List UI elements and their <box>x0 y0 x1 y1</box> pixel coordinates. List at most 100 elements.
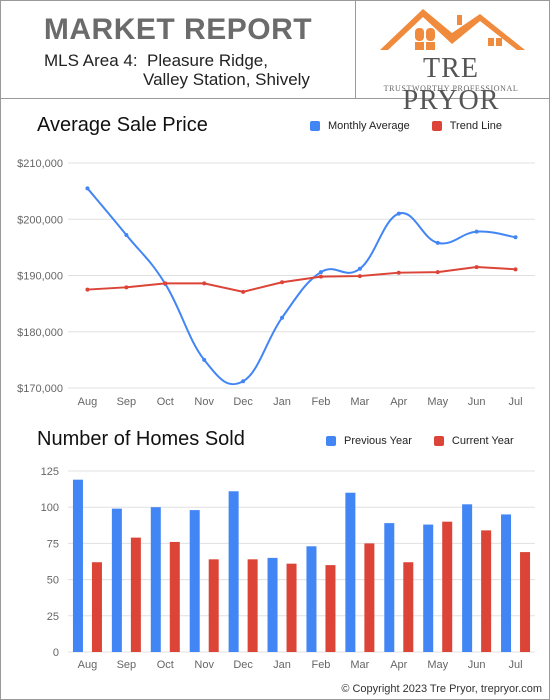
series-line-trend <box>87 266 516 293</box>
legend-item-current-year: Current Year <box>433 435 514 447</box>
x-tick-label: Sep <box>117 396 137 408</box>
x-tick-label: Feb <box>311 659 330 671</box>
data-point <box>280 280 285 285</box>
legend-swatch <box>310 121 320 131</box>
brand-name: TRE PRYOR <box>402 53 500 116</box>
x-tick-label: May <box>427 659 448 671</box>
bar-previous-year <box>150 507 161 652</box>
data-point <box>202 357 207 362</box>
x-tick-label: Nov <box>194 659 214 671</box>
sold-chart-legend: Previous Year Current Year <box>326 435 514 447</box>
data-point <box>435 270 440 275</box>
x-tick-label: Jul <box>509 659 523 671</box>
price-line-chart: $170,000 $180,000 $190,000 $200,000 $210,000… <box>17 158 535 408</box>
x-tick-label: Mar <box>350 396 369 408</box>
data-point <box>202 281 207 286</box>
legend-swatch <box>433 436 444 446</box>
y-tick-label: 0 <box>53 647 59 659</box>
legend-item-previous-year: Previous Year <box>326 435 412 447</box>
data-point <box>357 274 362 279</box>
data-point <box>85 186 90 191</box>
report-header: MARKET REPORT MLS Area 4: Pleasure Ridge… <box>1 1 549 116</box>
x-tick-label: Jan <box>273 659 291 671</box>
x-tick-label: Jun <box>468 396 486 408</box>
bar-current-year <box>208 559 219 652</box>
legend-item-trend-line: Trend Line <box>431 120 502 132</box>
legend-swatch <box>431 121 442 131</box>
bar-current-year <box>364 543 375 652</box>
price-chart-legend: Monthly Average Trend Line <box>310 120 502 132</box>
legend-label: Previous Year <box>344 435 412 447</box>
area-line-1: MLS Area 4: Pleasure Ridge, <box>44 51 268 70</box>
x-tick-label: Feb <box>311 396 330 408</box>
area-line-2: Valley Station, Shively <box>143 70 310 89</box>
data-point <box>241 289 246 294</box>
data-point <box>357 266 362 271</box>
x-tick-label: Sep <box>117 659 137 671</box>
x-tick-label: Nov <box>194 396 214 408</box>
y-tick-label: 50 <box>47 575 59 587</box>
data-point <box>124 233 129 237</box>
data-point <box>318 270 323 275</box>
y-tick-label: $170,000 <box>17 383 63 395</box>
house-roof-logo <box>380 9 525 50</box>
price-chart-title: Average Sale Price <box>37 114 208 136</box>
data-point <box>163 281 168 286</box>
x-tick-label: Apr <box>390 659 407 671</box>
brand-tagline: TRUSTWORTHY PROFESSIONAL <box>383 84 519 93</box>
homes-sold-bar-chart: 0 25 50 75 100 125 Aug Sep Oct Nov Dec Jan Feb Mar Apr… <box>41 466 535 671</box>
x-tick-label: Jan <box>273 396 291 408</box>
data-point <box>474 229 479 234</box>
x-tick-label: Aug <box>78 396 98 408</box>
report-title: MARKET REPORT <box>43 13 313 46</box>
bar-previous-year <box>384 523 395 652</box>
bar-previous-year <box>72 479 83 652</box>
y-tick-label: $180,000 <box>17 327 63 339</box>
legend-label: Trend Line <box>449 120 502 132</box>
bar-previous-year <box>423 524 434 652</box>
data-point <box>85 287 90 292</box>
bar-previous-year <box>306 546 317 652</box>
bar-current-year <box>286 563 297 652</box>
data-point <box>241 379 246 384</box>
bar-current-year <box>325 565 336 652</box>
legend-swatch <box>326 436 336 446</box>
y-tick-label: $190,000 <box>17 271 63 283</box>
legend-label: Current Year <box>451 435 514 447</box>
bar-previous-year <box>501 514 512 652</box>
x-tick-label: Aug <box>78 659 98 671</box>
x-tick-label: Oct <box>157 659 174 671</box>
bar-previous-year <box>189 510 200 652</box>
bar-current-year <box>247 559 258 652</box>
y-tick-label: 100 <box>41 502 59 514</box>
copyright-footer: © Copyright 2023 Tre Pryor, trepryor.com <box>341 683 542 695</box>
bar-previous-year <box>111 508 122 652</box>
data-point <box>124 285 129 290</box>
data-point <box>435 240 440 245</box>
bar-previous-year <box>267 557 278 652</box>
x-tick-label: Jun <box>468 659 486 671</box>
bar-current-year <box>403 562 414 652</box>
series-line-monthly-average <box>86 187 516 386</box>
x-tick-label: Oct <box>157 396 174 408</box>
x-tick-label: Dec <box>233 659 253 671</box>
bar-current-year <box>481 530 492 652</box>
x-tick-label: Apr <box>390 396 407 408</box>
header-divider <box>355 1 356 98</box>
bar-current-year <box>91 562 102 652</box>
sold-chart-title: Number of Homes Sold <box>37 428 245 450</box>
data-point <box>396 211 401 216</box>
bar-current-year <box>442 521 453 652</box>
x-tick-label: Mar <box>350 659 369 671</box>
bar-current-year <box>169 541 180 652</box>
legend-label: Monthly Average <box>328 120 410 132</box>
y-tick-label: 25 <box>47 611 59 623</box>
data-point <box>474 265 479 270</box>
data-point <box>280 315 285 320</box>
y-tick-label: 75 <box>47 538 59 550</box>
bar-current-year <box>520 552 531 652</box>
data-point <box>513 267 518 272</box>
bar-previous-year <box>345 492 356 652</box>
y-tick-label: 125 <box>41 466 59 478</box>
y-tick-label: $200,000 <box>17 214 63 226</box>
